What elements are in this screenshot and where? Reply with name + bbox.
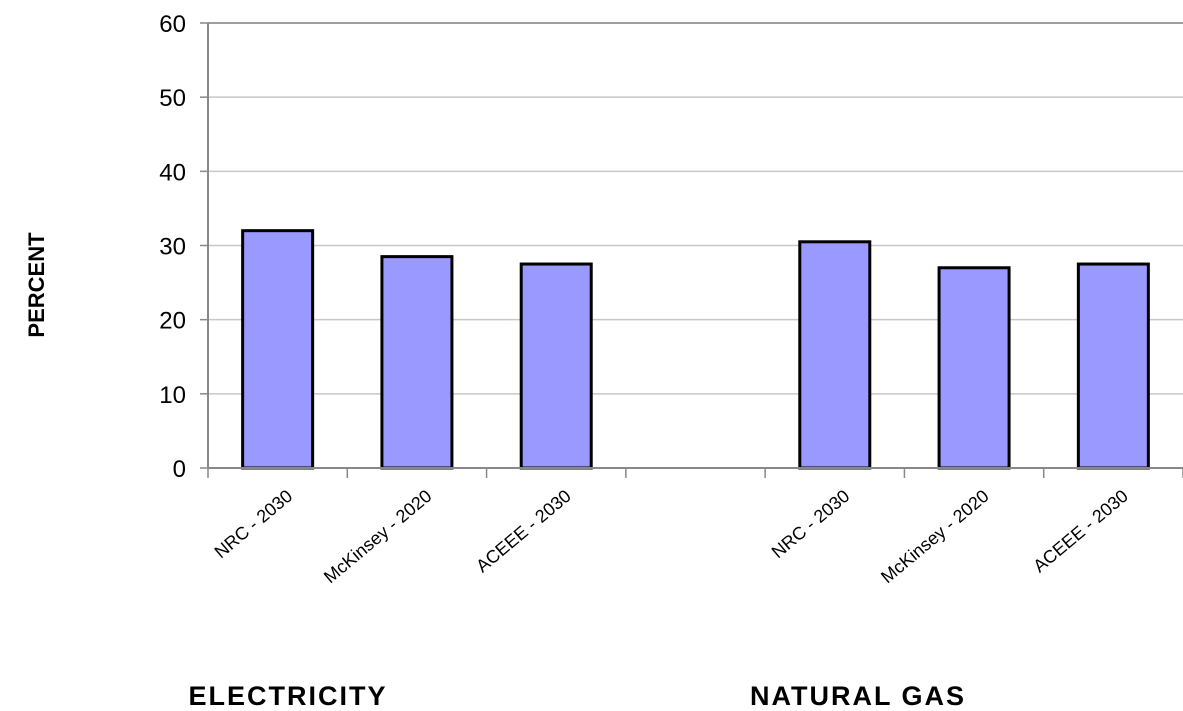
gridlines bbox=[208, 22, 1183, 395]
bar bbox=[937, 266, 1011, 470]
y-tick-label: 0 bbox=[173, 456, 186, 483]
bar bbox=[380, 255, 454, 470]
x-category-label: ACEEE - 2030 bbox=[472, 486, 575, 577]
bar bbox=[519, 262, 593, 470]
group-label-natural-gas: NATURAL GAS bbox=[750, 681, 966, 711]
y-tick-label: 20 bbox=[159, 308, 186, 335]
y-tick-label: 40 bbox=[159, 159, 186, 186]
x-category-label: ACEEE - 2030 bbox=[1029, 486, 1132, 577]
x-category-label: McKinsey - 2020 bbox=[877, 486, 993, 587]
x-category-labels: NRC - 2030 McKinsey - 2020 ACEEE - 2030 NRC… bbox=[211, 486, 1132, 587]
y-axis-title: PERCENT bbox=[24, 232, 49, 338]
axes bbox=[200, 22, 1183, 478]
bar bbox=[241, 229, 315, 470]
group-label-electricity: ELECTRICITY bbox=[188, 681, 387, 711]
x-category-label: NRC - 2030 bbox=[768, 486, 854, 562]
x-category-label: McKinsey - 2020 bbox=[320, 486, 436, 587]
bar bbox=[798, 240, 872, 470]
y-tick-label: 30 bbox=[159, 234, 186, 261]
y-tick-label: 10 bbox=[159, 382, 186, 409]
bars bbox=[241, 229, 1150, 470]
x-category-label: NRC - 2030 bbox=[211, 486, 297, 562]
bar bbox=[1076, 262, 1150, 470]
y-tick-label: 50 bbox=[159, 85, 186, 112]
y-tick-labels: 0 10 20 30 40 50 60 bbox=[159, 11, 186, 483]
y-tick-label: 60 bbox=[159, 11, 186, 38]
